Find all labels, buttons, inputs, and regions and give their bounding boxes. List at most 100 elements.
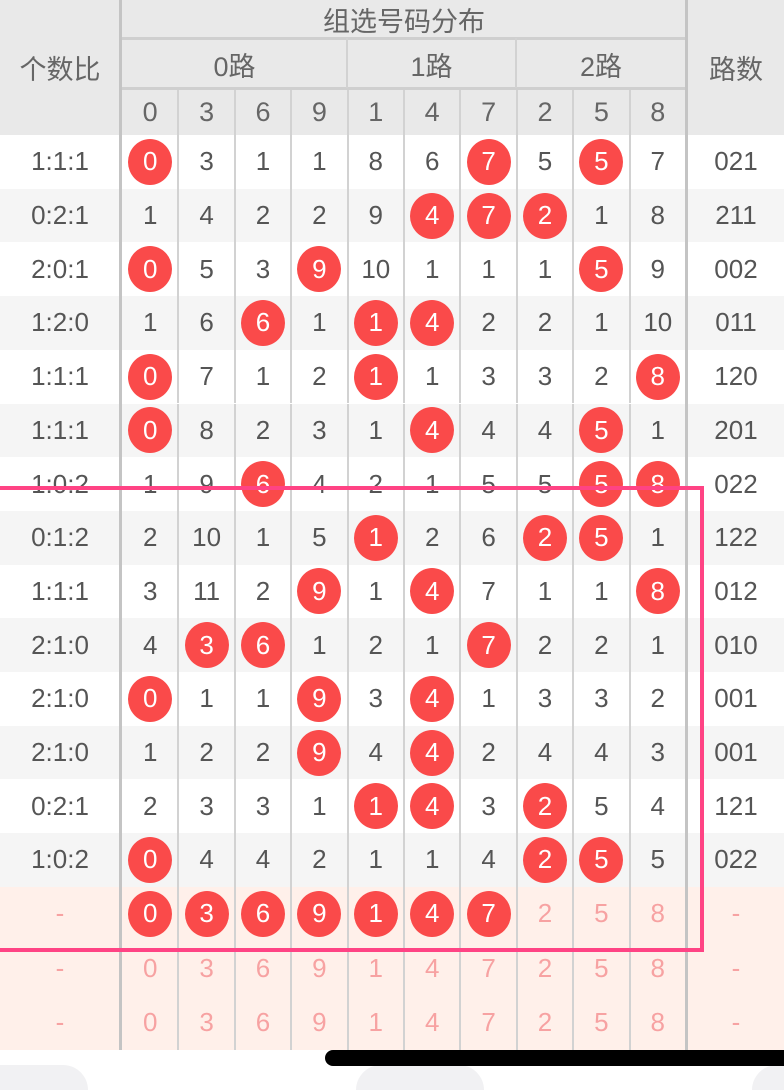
- digit-cell: 5: [573, 887, 629, 941]
- digit-value: 1: [255, 683, 271, 714]
- divider: [572, 941, 575, 996]
- digit-cell: 3: [291, 404, 347, 458]
- route-cell: 021: [714, 146, 758, 177]
- digit-cell: 9: [291, 672, 347, 726]
- ratio-cell: 2:1:0: [31, 737, 89, 768]
- divider: [346, 242, 349, 297]
- divider: [290, 510, 293, 565]
- divider: [346, 779, 349, 834]
- divider: [459, 941, 462, 996]
- hit-ball: 0: [128, 836, 173, 883]
- divider: [403, 188, 405, 243]
- divider: [346, 38, 348, 88]
- group-distribution-header: 组选号码分布: [323, 6, 485, 37]
- hit-ball: 0: [128, 890, 173, 937]
- digit-cell: 1: [404, 242, 460, 296]
- digit-cell: 2: [517, 296, 573, 350]
- divider: [177, 188, 180, 243]
- divider: [403, 90, 405, 135]
- bottom-button-center[interactable]: [356, 1065, 484, 1090]
- digit-cell: 4: [404, 189, 460, 243]
- divider: [628, 564, 631, 619]
- digit-cell: 9: [291, 242, 347, 296]
- divider: [403, 510, 405, 565]
- digit-value: 8: [650, 1007, 666, 1038]
- digit-cell: 8: [630, 565, 686, 619]
- digit-cell: 5: [573, 779, 629, 833]
- hit-ball: 5: [579, 138, 624, 185]
- digit-cell: 8: [630, 457, 686, 511]
- divider: [628, 618, 631, 672]
- digit-cell: 1: [235, 511, 291, 565]
- digit-cell: 1: [235, 135, 291, 189]
- hit-ball: 9: [297, 675, 342, 722]
- hit-ball: 8: [635, 461, 680, 508]
- hit-ball: 1: [353, 299, 398, 346]
- divider: [628, 296, 631, 350]
- digit-cell: 6: [235, 941, 291, 995]
- divider: [290, 886, 293, 942]
- digit-value: 0: [142, 952, 158, 983]
- digit-cell: 7: [460, 941, 516, 995]
- bottom-button-right[interactable]: [752, 1065, 784, 1090]
- route-cell: 011: [715, 307, 757, 338]
- digit-cell: 4: [404, 887, 460, 941]
- bottom-button-left[interactable]: [0, 1065, 88, 1090]
- digit-cell: 4: [178, 189, 234, 243]
- digit-cell: 5: [573, 511, 629, 565]
- digit-value: 1: [255, 146, 271, 177]
- hit-ball: 2: [522, 836, 567, 883]
- digit-value: 1: [368, 1007, 384, 1038]
- divider: [572, 296, 575, 350]
- divider: [290, 403, 293, 458]
- digit-value: 2: [255, 414, 271, 445]
- divider: [403, 995, 405, 1050]
- digit-value: 1: [424, 629, 440, 660]
- divider: [628, 90, 631, 135]
- digit-cell: 1: [404, 457, 460, 511]
- divider: [346, 296, 349, 350]
- digit-value: 4: [368, 737, 384, 768]
- digit-cell: 9: [291, 996, 347, 1050]
- route-cell: 201: [714, 414, 758, 445]
- digit-cell: 2: [348, 457, 404, 511]
- digit-cell: 1: [348, 833, 404, 887]
- divider: [515, 725, 518, 780]
- divider: [290, 725, 293, 780]
- digit-value: 6: [481, 522, 496, 553]
- digit-cell: 1: [291, 618, 347, 672]
- table-row: 1:1:1 3 11 2 9 1 4 7 1 1 8 012: [0, 564, 784, 619]
- forecast-row: - 0 3 6 9 1 4 7 2 5 8 -: [0, 941, 784, 996]
- divider: [572, 995, 575, 1050]
- digit-cell: 7: [460, 189, 516, 243]
- digit-cell: 1: [122, 189, 178, 243]
- digit-cell: 6: [404, 135, 460, 189]
- digit-value: 0: [142, 1007, 158, 1038]
- divider: [233, 833, 236, 887]
- digit-cell: 2: [517, 833, 573, 887]
- digit-cell: 1: [348, 404, 404, 458]
- digit-cell: 1: [291, 779, 347, 833]
- digit-cell: 3: [178, 135, 234, 189]
- digit-header-2: 2: [537, 97, 553, 127]
- digit-value: 2: [424, 522, 440, 553]
- hit-ball: 5: [579, 514, 624, 561]
- digit-cell: 0: [122, 941, 178, 995]
- divider: [459, 779, 462, 834]
- ratio-cell: 0:2:1: [31, 200, 89, 231]
- hit-ball: 2: [522, 514, 567, 561]
- divider: [346, 725, 349, 780]
- digit-value: 5: [594, 952, 609, 983]
- digit-cell: 4: [404, 296, 460, 350]
- divider: [177, 564, 180, 619]
- digit-cell: 3: [178, 941, 234, 995]
- divider: [459, 135, 462, 189]
- table-row: 2:1:0 4 3 6 1 2 1 7 2 2 1 010: [0, 618, 784, 672]
- digit-cell: 5: [291, 511, 347, 565]
- divider: [628, 725, 631, 780]
- digit-value: 4: [312, 468, 327, 499]
- digit-cell: 8: [630, 350, 686, 404]
- digit-cell: 1: [235, 672, 291, 726]
- digit-cell: 2: [291, 350, 347, 404]
- digit-cell: 4: [517, 726, 573, 780]
